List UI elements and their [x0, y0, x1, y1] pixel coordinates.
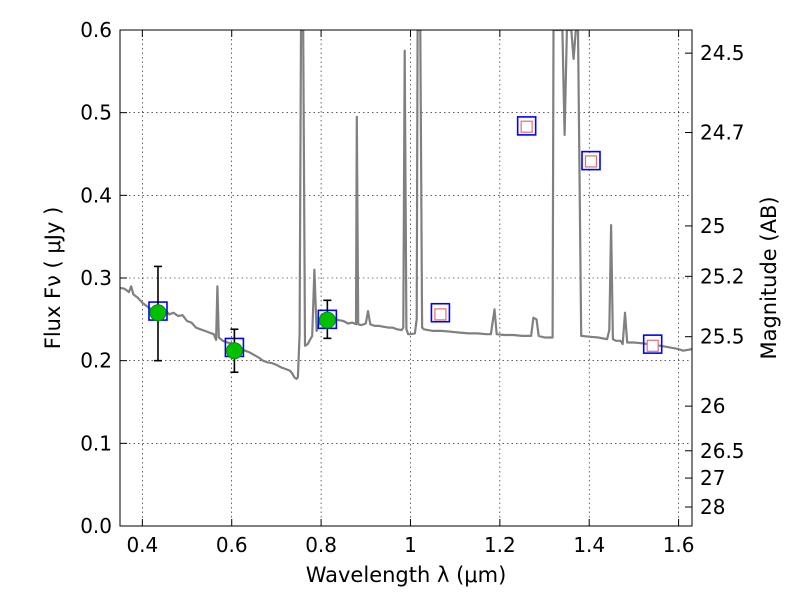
y-tick-label: 0.3 — [80, 266, 112, 290]
right-tick-label: 25.2 — [700, 264, 745, 288]
model-flux-box — [516, 116, 537, 136]
right-tick-label: 26.5 — [700, 439, 745, 463]
model-flux-box — [430, 302, 451, 323]
upper-limit-marker — [646, 339, 659, 352]
x-tick-label: 1.6 — [663, 533, 695, 557]
y-tick-label: 0.4 — [80, 183, 112, 207]
observed-flux-point — [318, 311, 336, 329]
y-tick-label: 0.5 — [80, 101, 112, 125]
y-tick-label: 0.2 — [80, 349, 112, 373]
right-tick-label: 27 — [700, 466, 725, 490]
template-spectrum-layer — [120, 30, 692, 380]
x-tick-label: 1 — [404, 533, 417, 557]
x-tick-label: 0.6 — [216, 533, 248, 557]
x-tick-label: 0.4 — [126, 533, 158, 557]
x-axis-title: Wavelength λ (μm) — [306, 563, 507, 587]
upper-limit-marker — [520, 120, 533, 133]
right-tick-label: 24.7 — [700, 121, 745, 145]
right-tick-label: 25 — [700, 214, 725, 238]
right-tick-label: 25.5 — [700, 325, 745, 349]
model-flux-box — [642, 334, 663, 354]
x-tick-label: 0.8 — [305, 533, 337, 557]
observed-flux-point — [149, 304, 167, 322]
y-tick-label: 0.0 — [80, 514, 112, 538]
y-tick-label: 0.6 — [80, 18, 112, 42]
model-flux-box — [581, 150, 601, 171]
y-tick-label: 0.1 — [80, 431, 112, 455]
observed-flux-point — [225, 342, 243, 360]
ticks-layer: 0.4 0.6 0.8 1 1.2 1.4 1.6 0.0 0.1 0.2 0.3 0.4 0.5 0.6… — [80, 18, 744, 557]
template-spectrum-line — [120, 30, 692, 380]
upper-limit-marker — [434, 308, 447, 321]
right-tick-label: 24.5 — [700, 41, 745, 65]
right-tick-label: 28 — [700, 495, 725, 519]
right-axis-title: Magnitude (AB) — [757, 196, 781, 359]
y-axis-title: Flux Fν ( μJy ) — [41, 207, 65, 350]
right-tick-label: 26 — [700, 394, 725, 418]
x-tick-label: 1.4 — [573, 533, 605, 557]
upper-limit-marker — [584, 155, 598, 168]
points-layer — [148, 116, 663, 374]
x-tick-label: 1.2 — [484, 533, 516, 557]
